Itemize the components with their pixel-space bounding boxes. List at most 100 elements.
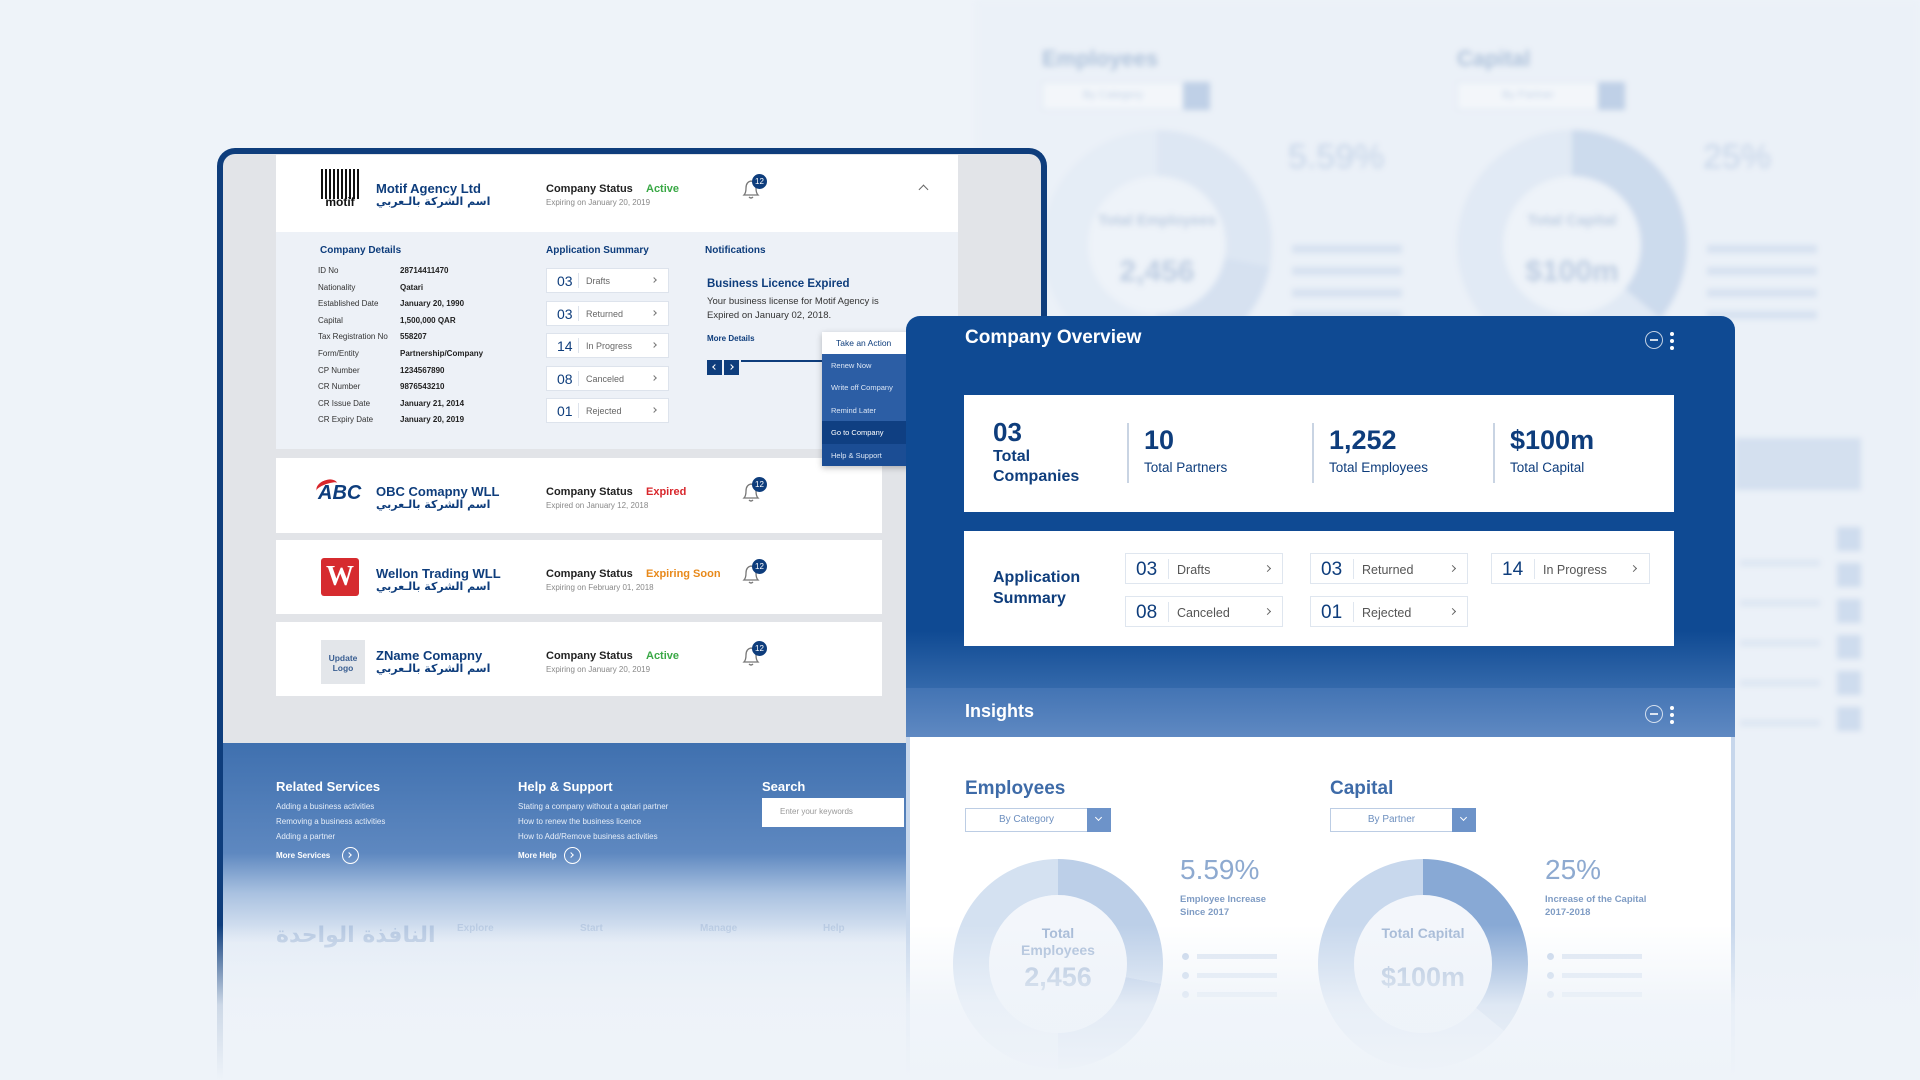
summary-item[interactable]: 14 In Progress	[1491, 553, 1650, 584]
summary-item[interactable]: 01 Rejected	[546, 398, 669, 423]
logo-placeholder[interactable]: Update Logo	[321, 640, 365, 684]
status-value: Active	[646, 650, 680, 662]
action-menu-item[interactable]: Go to Company	[822, 421, 912, 444]
collapse-button[interactable]	[1645, 331, 1663, 349]
summary-title: Application Summary	[993, 569, 1081, 607]
summary-item[interactable]: 03 Drafts	[546, 268, 669, 293]
action-menu-item[interactable]: Write off Company	[831, 383, 893, 393]
collapse-button[interactable]	[1645, 705, 1663, 723]
stat-value: $100m	[1510, 425, 1595, 455]
bg-legend-bar	[1707, 311, 1817, 319]
summary-divider	[578, 403, 579, 418]
notification-bell[interactable]	[738, 478, 768, 508]
summary-divider	[1534, 559, 1535, 579]
footer-more[interactable]: More Help	[518, 851, 557, 860]
summary-label: Drafts	[1177, 563, 1211, 577]
summary-item[interactable]: 01 Rejected	[1310, 596, 1468, 627]
summary-count: 14	[1502, 559, 1524, 580]
company-card[interactable]: ABC OBC Comapny WLL اسم الشركة بالـعربي Com…	[276, 458, 882, 533]
logo-pattern	[321, 169, 359, 199]
summary-item[interactable]: 03 Drafts	[1125, 553, 1283, 584]
bg-center-label: Total Capital	[1527, 212, 1617, 229]
detail-label: CR Issue Date	[318, 398, 371, 408]
insight-filter[interactable]: By Category	[965, 808, 1111, 832]
bg-legend-bar	[1707, 289, 1817, 297]
action-menu-item[interactable]: Renew Now	[831, 361, 872, 370]
action-menu-item[interactable]: Remind Later	[831, 405, 877, 415]
company-card[interactable]: motif Motif Agency Ltd اسم الشركة بالـعربي…	[276, 155, 958, 232]
company-card[interactable]: W Wellon Trading WLL اسم الشركة بالـعربي Co…	[276, 540, 882, 614]
chevron-icon	[651, 277, 657, 283]
stat-label: Total Employees	[1329, 460, 1429, 475]
stat-divider	[1127, 423, 1129, 483]
summary-item[interactable]: 14 In Progress	[546, 333, 669, 358]
bg-center-label: Total Employees	[1097, 212, 1217, 229]
menu-dot[interactable]	[1670, 713, 1674, 717]
insight-filter[interactable]: By Partner	[1330, 808, 1476, 832]
expiry-date: Expiring on February 01, 2018	[546, 583, 654, 592]
company-name: OBC Comapny WLL	[376, 484, 500, 499]
company-name-arabic: اسم الشركة بالـعربي	[376, 498, 491, 511]
company-name-arabic: اسم الشركة بالـعربي	[376, 580, 491, 593]
stat-label: Total Capital	[1510, 460, 1585, 475]
filter-button	[1452, 808, 1476, 832]
footer-link[interactable]: Stating a company without a qatari partn…	[518, 802, 669, 811]
footer-heading: Search	[762, 779, 806, 794]
summary-count: 08	[1136, 602, 1158, 623]
status-label: Company Status	[546, 650, 633, 662]
insights-header	[906, 688, 1735, 737]
summary-divider	[578, 338, 579, 353]
summary-item[interactable]: 08 Canceled	[546, 365, 669, 391]
action-menu: Take an Action Renew Now Write off Company…	[822, 332, 912, 466]
summary-label: Returned	[1362, 563, 1414, 577]
bg-legend-bar	[1292, 289, 1402, 297]
pager-line	[741, 360, 823, 362]
bg-line	[1740, 600, 1820, 606]
expiry-date: Expired on January 12, 2018	[546, 501, 649, 510]
action-menu-item[interactable]: Help & Support	[822, 443, 912, 466]
summary-count: 01	[1321, 602, 1343, 623]
bg-line	[1740, 680, 1820, 686]
stat-label: Total Companies	[993, 448, 1080, 485]
summary-item[interactable]: 03 Returned	[1310, 553, 1468, 584]
company-card[interactable]: Update Logo ZName Comapny اسم الشركة بالـع…	[276, 622, 882, 696]
summary-item[interactable]: 03 Returned	[546, 300, 669, 326]
overview-stats: 03 Total Companies 10 Total Partners 1,252 To…	[964, 395, 1674, 512]
chevron-icon	[651, 342, 657, 348]
summary-divider	[578, 370, 579, 386]
filter-button	[1087, 808, 1111, 832]
footer-heading: Related Services	[276, 779, 381, 794]
menu-dot[interactable]	[1670, 339, 1674, 343]
detail-label: Capital	[318, 315, 343, 325]
donut-segment	[1457, 130, 1687, 360]
footer-link[interactable]: Adding a partner	[276, 832, 336, 841]
search-input[interactable]: Enter your keywords	[762, 798, 904, 827]
footer-link[interactable]: How to renew the business licence	[518, 817, 642, 826]
footer-link[interactable]: Adding a business activities	[276, 802, 375, 811]
notification-badge: 12	[752, 477, 767, 492]
menu-dot	[1670, 346, 1674, 350]
footer-link[interactable]: How to Add/Remove business activities	[518, 832, 658, 841]
more-arrow-icon	[342, 847, 359, 864]
status-value: Expiring Soon	[646, 568, 721, 580]
footer-link[interactable]: Removing a business activities	[276, 817, 386, 826]
summary-item[interactable]: 08 Canceled	[1125, 596, 1283, 627]
notification-link[interactable]: More Details	[707, 334, 755, 343]
detail-value: 28714411470	[400, 266, 449, 275]
bg-change: 25%	[1703, 138, 1772, 176]
notification-bell[interactable]	[738, 560, 768, 590]
summary-label: Drafts	[586, 276, 611, 286]
more-arrow-icon	[564, 847, 581, 864]
bg-square	[1837, 635, 1861, 659]
donut-hole	[1088, 176, 1226, 314]
notification-bell[interactable]	[738, 175, 768, 205]
pager-next[interactable]	[724, 360, 739, 375]
status-label: Company Status	[546, 486, 633, 498]
notification-bell[interactable]	[738, 642, 768, 672]
bg-square	[1837, 563, 1861, 587]
company-name: ZName Comapny	[376, 648, 483, 663]
footer-more[interactable]: More Services	[276, 851, 331, 860]
summary-label: Canceled	[586, 373, 625, 384]
pager-prev[interactable]	[707, 360, 722, 375]
